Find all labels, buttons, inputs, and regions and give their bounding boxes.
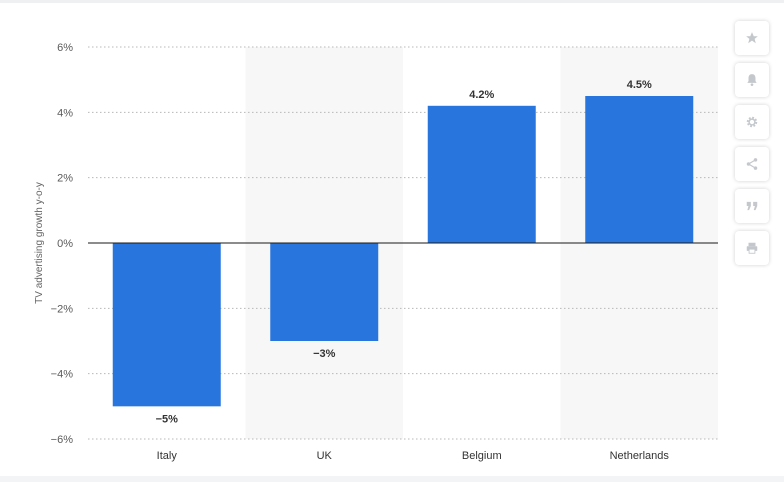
cite-button[interactable] <box>735 189 769 223</box>
data-label: −5% <box>156 413 179 425</box>
quote-icon <box>746 201 758 211</box>
notification-button[interactable] <box>735 63 769 97</box>
chart-toolbar <box>735 21 769 273</box>
share-button[interactable] <box>735 147 769 181</box>
settings-button[interactable] <box>735 105 769 139</box>
y-tick-label: 2% <box>57 173 73 185</box>
y-tick-label: −4% <box>51 369 74 381</box>
y-tick-label: −6% <box>51 434 74 446</box>
y-axis-title: TV advertising growth y-o-y <box>34 182 45 304</box>
x-tick-label: UK <box>317 450 333 462</box>
x-tick-label: Netherlands <box>610 450 670 462</box>
bell-icon <box>747 74 757 87</box>
print-button[interactable] <box>735 231 769 265</box>
gear-icon <box>746 116 758 128</box>
bar <box>427 105 536 243</box>
y-tick-label: 4% <box>57 107 73 119</box>
y-tick-label: −2% <box>51 303 74 315</box>
y-tick-label: 6% <box>57 42 73 54</box>
data-label: 4.2% <box>469 89 494 101</box>
bar <box>585 96 694 243</box>
print-icon <box>746 242 758 254</box>
bar-chart: 6% 4% 2% 0% −2% −4% −6% −5% Italy −3% UK 4.2% Belgiu… <box>34 42 718 462</box>
x-tick-label: Italy <box>157 450 178 462</box>
x-tick-label: Belgium <box>462 450 502 462</box>
data-label: −3% <box>313 348 336 360</box>
bar <box>112 243 221 407</box>
favorite-button[interactable] <box>735 21 769 55</box>
bar <box>270 243 379 341</box>
data-label: 4.5% <box>627 79 652 91</box>
y-tick-label: 0% <box>57 238 73 250</box>
star-icon <box>746 32 758 44</box>
share-icon <box>746 158 758 170</box>
